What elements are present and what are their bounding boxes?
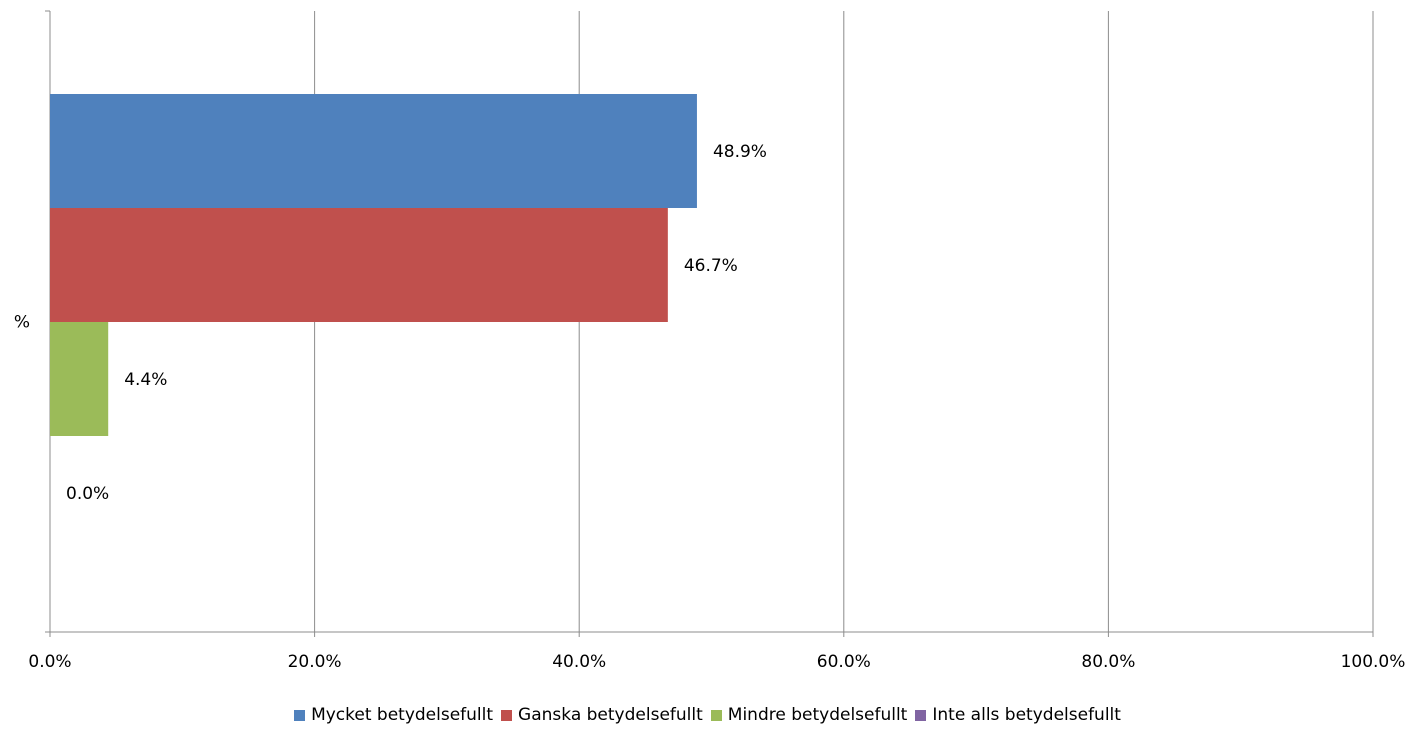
legend-item: Mindre betydelsefullt xyxy=(710,705,908,725)
legend-item: Ganska betydelsefullt xyxy=(501,705,703,725)
data-label: 4.4% xyxy=(124,370,167,390)
x-tick-label: 80.0% xyxy=(1081,652,1135,672)
legend-swatch xyxy=(501,709,513,721)
bar-mycket-betydelsefullt xyxy=(50,94,697,208)
x-tick-label: 60.0% xyxy=(817,652,871,672)
chart-plot-area: 0.0% 20.0% 40.0% 60.0% 80.0% 100.0%% 48.9% 46.7… xyxy=(14,10,1406,672)
data-label: 48.9% xyxy=(713,142,767,162)
legend-swatch xyxy=(710,709,722,721)
legend-swatch xyxy=(294,709,306,721)
legend-label: Inte alls betydelsefullt xyxy=(932,705,1121,725)
chart-legend: Mycket betydelsefullt Ganska betydelseful… xyxy=(0,705,1415,725)
data-label: 46.7% xyxy=(684,256,738,276)
legend-label: Mindre betydelsefullt xyxy=(727,705,908,725)
y-category-label: % xyxy=(14,313,30,333)
x-tick-label: 20.0% xyxy=(288,652,342,672)
x-tick-label: 100.0% xyxy=(1341,652,1406,672)
legend-item: Mycket betydelsefullt xyxy=(294,705,493,725)
legend-label: Mycket betydelsefullt xyxy=(311,705,494,725)
data-label: 0.0% xyxy=(66,484,109,504)
legend-label: Ganska betydelsefullt xyxy=(518,705,703,725)
x-tick-label: 0.0% xyxy=(28,652,71,672)
bar-mindre-betydelsefullt xyxy=(50,322,109,436)
x-tick-label: 40.0% xyxy=(552,652,606,672)
bar-ganska-betydelsefullt xyxy=(50,208,668,322)
legend-item: Inte alls betydelsefullt xyxy=(915,705,1121,725)
legend-swatch xyxy=(915,709,927,721)
